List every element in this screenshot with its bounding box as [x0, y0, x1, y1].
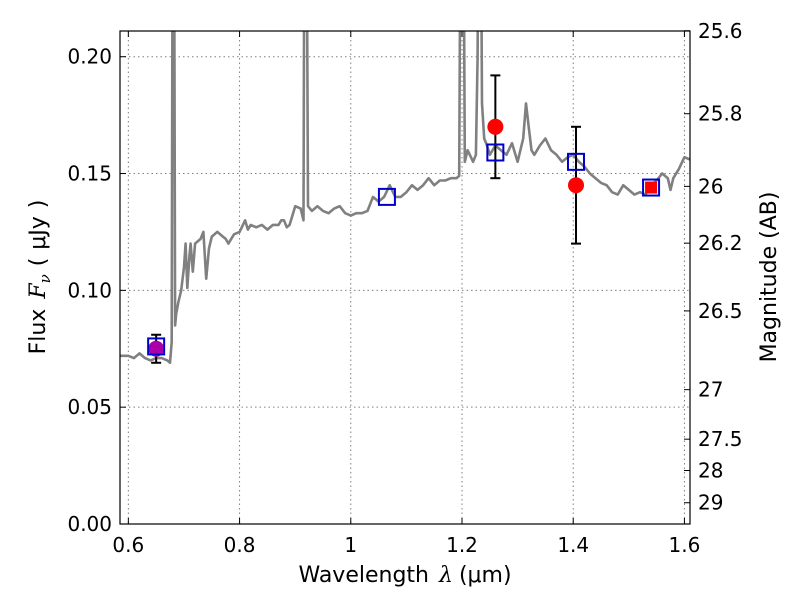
axis-ticks: 0.6 0.8 1 1.2 1.4 1.6 0.00 0.05 0.10 0.15 0.20 25.6… [67, 19, 742, 557]
mag-tick-label: 27.5 [698, 427, 743, 451]
mag-tick-label: 28 [698, 458, 723, 482]
observed-point [568, 177, 584, 194]
x-tick-label: 0.8 [224, 533, 256, 557]
spectrum-line [120, 31, 690, 365]
model-band-square [147, 337, 166, 356]
observed-point [487, 118, 504, 135]
plot-frame [119, 30, 691, 525]
mag-tick-label: 25.6 [698, 19, 743, 43]
y-axis-title: FluxFν(μJy) [26, 200, 54, 355]
mag-tick-label: 29 [698, 491, 723, 515]
mag-tick-label: 26.5 [698, 299, 743, 323]
y-tick-label: 0.05 [67, 395, 112, 419]
x-tick-label: 1 [344, 533, 357, 557]
data-markers [147, 74, 661, 364]
mag-tick-label: 25.8 [698, 102, 743, 126]
mag-tick-label: 26 [698, 174, 723, 198]
model-band-square [377, 187, 396, 206]
x-tick-label: 0.6 [112, 533, 144, 557]
x-tick-label: 1.4 [557, 533, 589, 557]
x-axis-title: Wavelength λ (μm) [298, 563, 511, 588]
mag-tick-label: 27 [698, 378, 723, 402]
y-tick-label: 0.15 [67, 162, 112, 186]
observed-point [645, 181, 658, 194]
y2-axis-title: Magnitude (AB) [757, 192, 782, 363]
model-band-square [642, 178, 661, 197]
x-tick-label: 1.2 [446, 533, 478, 557]
grid [120, 31, 690, 524]
y-tick-label: 0.10 [67, 278, 112, 302]
y-tick-label: 0.20 [67, 45, 112, 69]
observed-point [148, 340, 165, 357]
model-band-square [486, 143, 505, 162]
y-tick-label: 0.00 [67, 512, 112, 536]
mag-tick-label: 26.2 [698, 231, 743, 255]
model-band-square [567, 152, 585, 171]
x-tick-label: 1.6 [669, 533, 701, 557]
